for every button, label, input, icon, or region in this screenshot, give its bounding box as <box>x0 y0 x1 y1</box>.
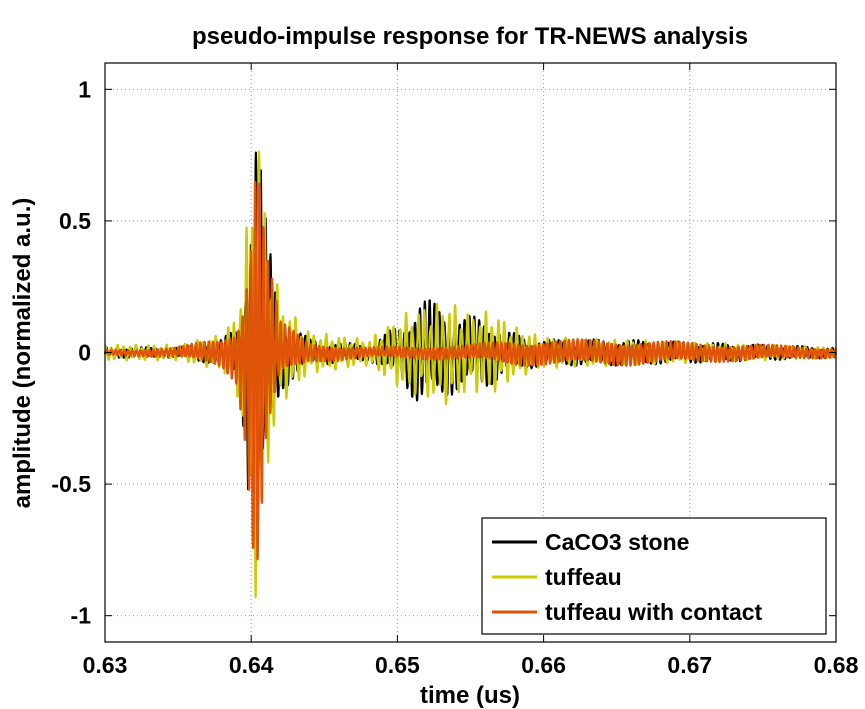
x-tick-label-4: 0.67 <box>667 652 712 678</box>
x-axis-label: time (us) <box>420 682 520 709</box>
y-tick-labels: -1 -0.5 0 0.5 1 <box>51 76 91 628</box>
series-layer <box>103 150 838 599</box>
x-tick-label-2: 0.65 <box>375 652 420 678</box>
y-tick-label-3: 0.5 <box>59 208 91 234</box>
y-axis-label: amplitude (normalized a.u.) <box>9 198 36 509</box>
ticks <box>104 63 837 642</box>
y-tick-label-2: 0 <box>78 340 91 366</box>
chart-title: pseudo-impulse response for TR-NEWS anal… <box>192 23 748 50</box>
legend-label-0: CaCO3 stone <box>545 529 689 555</box>
y-tick-label-4: 1 <box>78 76 91 102</box>
y-tick-label-1: -0.5 <box>51 471 91 497</box>
x-tick-label-3: 0.66 <box>521 652 566 678</box>
legend-label-1: tuffeau <box>545 564 622 590</box>
legend-label-2: tuffeau with contact <box>545 599 763 625</box>
grid <box>105 63 836 642</box>
x-tick-label-5: 0.68 <box>814 652 859 678</box>
legend-box <box>481 517 827 635</box>
legend: CaCO3 stone tuffeau tuffeau with contact <box>481 517 827 635</box>
x-tick-label-0: 0.63 <box>83 652 128 678</box>
x-tick-label-1: 0.64 <box>229 652 274 678</box>
series-line-2 <box>104 180 837 561</box>
x-tick-labels: 0.63 0.64 0.65 0.66 0.67 0.68 <box>83 652 859 678</box>
y-tick-label-0: -1 <box>71 603 92 629</box>
